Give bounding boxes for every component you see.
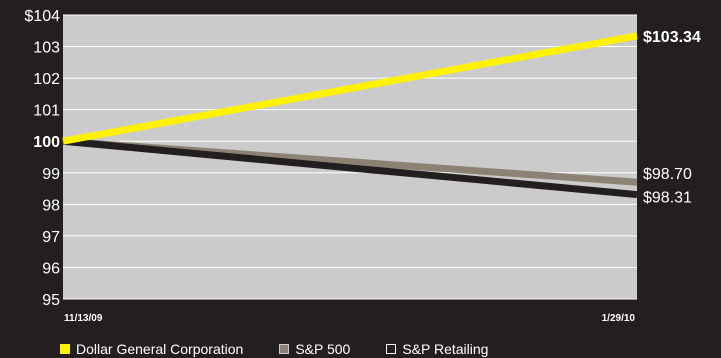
legend-item-sp-retailing: S&P Retailing [386, 341, 488, 357]
y-tick-label: 100 [33, 134, 60, 151]
y-tick-label: 101 [33, 103, 60, 120]
end-label-sp500: $98.70 [643, 166, 692, 183]
legend-label-sp500: S&P 500 [295, 341, 351, 357]
gridlines [63, 14, 637, 300]
end-label-dollar-general: $103.34 [643, 29, 701, 46]
y-axis-ticks: $104 103 102 101 100 99 98 97 96 95 [24, 8, 60, 309]
y-tick-label: 99 [42, 166, 60, 183]
x-tick-label: 11/13/09 [64, 313, 103, 324]
legend-swatch-dollar-general [60, 344, 70, 354]
legend-swatch-sp500 [279, 344, 290, 354]
y-tick-label: 97 [42, 229, 60, 246]
y-tick-label: $104 [24, 8, 60, 25]
x-axis-ticks: 11/13/09 1/29/10 [64, 313, 635, 324]
legend: Dollar General Corporation S&P 500 S&P R… [60, 340, 524, 358]
y-tick-label: 103 [33, 40, 60, 57]
y-tick-label: 95 [42, 292, 60, 309]
y-tick-label: 102 [33, 71, 60, 88]
y-tick-label: 96 [42, 260, 60, 277]
legend-swatch-sp-retailing [386, 344, 397, 354]
end-label-sp-retailing: $98.31 [643, 190, 692, 207]
x-tick-label: 1/29/10 [602, 313, 636, 324]
legend-item-sp500: S&P 500 [279, 341, 350, 357]
plot-area [63, 15, 637, 299]
end-labels: $103.34 $98.70 $98.31 [643, 29, 701, 207]
legend-item-dollar-general: Dollar General Corporation [60, 341, 243, 357]
y-tick-label: 98 [42, 197, 60, 214]
series-lines [62, 32, 638, 199]
series-line-dollar-general [62, 32, 638, 145]
legend-label-dollar-general: Dollar General Corporation [76, 341, 244, 357]
series-line-sp-retailing [62, 137, 638, 199]
legend-label-sp-retailing: S&P Retailing [402, 341, 489, 357]
